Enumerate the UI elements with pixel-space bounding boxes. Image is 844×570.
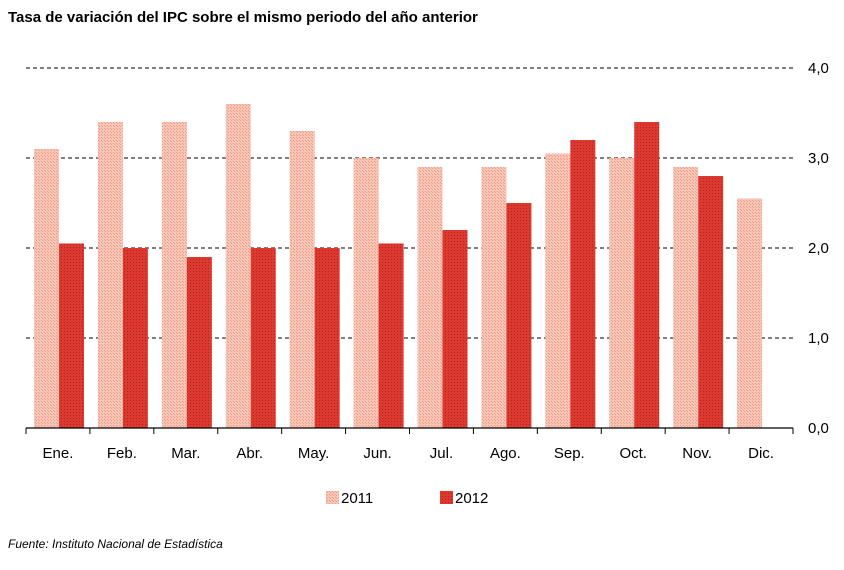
x-tick-label: May. [298, 445, 329, 462]
source-note: Fuente: Instituto Nacional de Estadístic… [8, 537, 223, 551]
y-tick-label: 3,0 [808, 150, 829, 167]
bar-2011-6 [353, 158, 379, 428]
y-tick-label: 1,0 [808, 330, 829, 347]
x-tick-label: Sep. [554, 445, 585, 462]
legend-swatch-2012 [440, 491, 453, 504]
bar-2012-11 [698, 176, 724, 428]
x-tick-label: Oct. [619, 445, 647, 462]
axes: 0,0 1,0 2,0 3,0 4,0 Ene. Feb. Mar. Abr. May. Jun. J… [25, 60, 829, 462]
bar-2012-8 [506, 203, 532, 428]
x-tick-label: Jun. [363, 445, 391, 462]
bar-2012-5 [314, 248, 340, 428]
bar-2012-6 [378, 243, 404, 428]
chart-title: Tasa de variación del IPC sobre el mismo… [8, 9, 478, 26]
legend-label: 2011 [341, 490, 373, 507]
x-tick-label: Ago. [490, 445, 521, 462]
bar-chart: 0,0 1,0 2,0 3,0 4,0 Ene. Feb. Mar. Abr. May. Jun. J… [25, 60, 829, 507]
x-tick-label: Nov. [682, 445, 712, 462]
bar-2011-5 [289, 131, 315, 428]
y-tick-label: 2,0 [808, 240, 829, 257]
x-tick-label: Jul. [430, 445, 453, 462]
bar-2011-7 [417, 167, 443, 428]
bar-2011-12 [737, 198, 763, 428]
bar-2012-3 [186, 257, 212, 428]
x-tick-label: Abr. [236, 445, 263, 462]
bar-2012-1 [59, 243, 84, 428]
bar-2012-10 [634, 122, 660, 428]
bar-2012-2 [122, 248, 148, 428]
bar-2012-7 [442, 230, 468, 428]
bar-2011-1 [34, 149, 59, 428]
x-tick-label: Dic. [748, 445, 774, 462]
x-tick-label: Mar. [171, 445, 200, 462]
x-tick-label: Ene. [43, 445, 74, 462]
y-tick-label: 4,0 [808, 60, 829, 77]
legend: 2011 2012 [326, 490, 488, 507]
bars [34, 104, 763, 428]
bar-2011-3 [161, 122, 187, 428]
bar-2011-11 [673, 167, 699, 428]
legend-swatch-2011 [326, 491, 339, 504]
bar-2011-9 [545, 153, 571, 428]
bar-2011-10 [609, 158, 635, 428]
bar-2011-2 [97, 122, 123, 428]
bar-2012-4 [250, 248, 276, 428]
legend-label: 2012 [455, 490, 488, 507]
bar-2012-9 [570, 140, 596, 428]
gridlines [26, 67, 793, 339]
bar-2011-4 [225, 104, 251, 428]
x-tick-label: Feb. [107, 445, 137, 462]
y-tick-label: 0,0 [808, 420, 829, 437]
bar-2011-8 [481, 167, 507, 428]
